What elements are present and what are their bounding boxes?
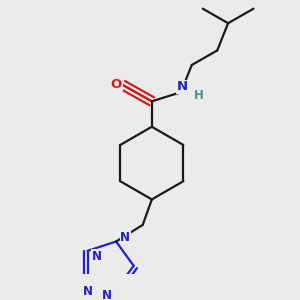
Text: N: N <box>120 231 130 244</box>
Text: H: H <box>194 89 204 102</box>
Text: O: O <box>111 78 122 91</box>
Text: N: N <box>102 289 112 300</box>
Text: N: N <box>92 250 102 263</box>
Text: N: N <box>177 80 188 93</box>
Text: N: N <box>82 285 93 298</box>
